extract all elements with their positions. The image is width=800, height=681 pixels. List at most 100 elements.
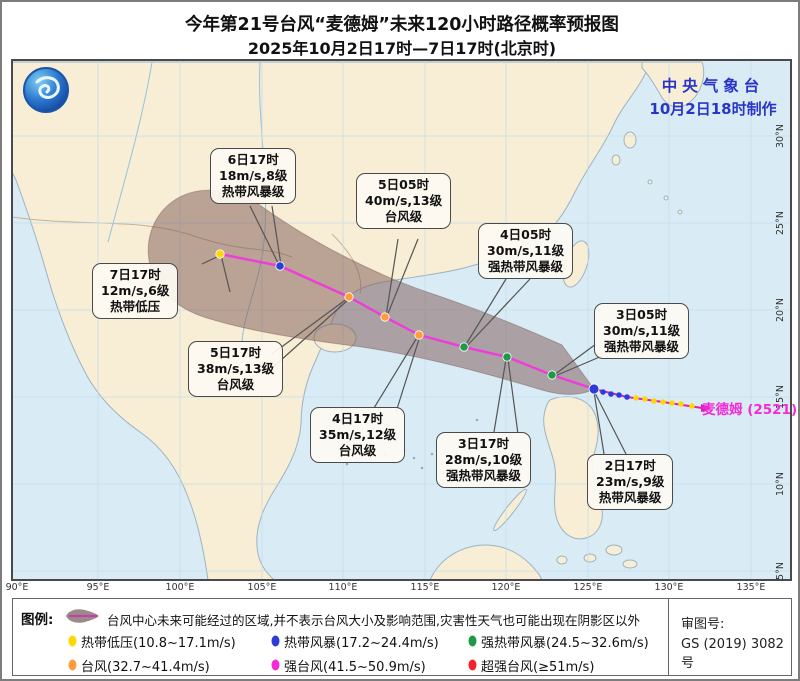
lon-axis-label: 135°E [736, 582, 766, 593]
lat-axis-labels: 30°N 25°N 20°N 15°N 10°N 5°N [775, 124, 786, 580]
callout-time: 5日05时 [377, 177, 430, 192]
forecast-point [215, 249, 225, 259]
legend-item-sty: 强台风(41.5~50.9m/s) [284, 660, 426, 675]
lon-axis-label: 125°E [573, 582, 603, 593]
callout-category: 台风级 [338, 443, 377, 458]
callout-wind: 23m/s,9级 [596, 474, 665, 489]
lat-axis-label: 30°N [775, 124, 786, 148]
lat-axis-label: 15°N [775, 385, 786, 409]
legend-cone-note: 台风中心未来可能经过的区域,并不表示台风大小及影响范围,灾害性天气也可能出现在阴… [107, 613, 640, 628]
current-position-point [588, 383, 600, 395]
cma-logo [22, 66, 70, 114]
callout-time: 3日05时 [615, 307, 668, 322]
past-point [689, 403, 695, 409]
forecast-point [547, 370, 557, 380]
legend-marker-sty [270, 656, 281, 675]
legend-item-td: 热带低压(10.8~17.1m/s) [81, 636, 236, 651]
logo-circle [23, 67, 69, 113]
callout-wind: 38m/s,13级 [197, 361, 275, 376]
lat-axis-label: 20°N [775, 298, 786, 322]
forecast-callout: 4日05时 30m/s,11级 强热带风暴级 [478, 223, 574, 279]
callout-time: 7日17时 [109, 267, 161, 282]
probability-cone [147, 189, 595, 395]
forecast-point [502, 352, 512, 362]
callout-category: 强热带风暴级 [488, 259, 564, 274]
lat-axis-label: 25°N [775, 211, 786, 235]
callout-wind: 40m/s,13级 [365, 193, 443, 208]
ryukyu-islet [663, 195, 669, 201]
approval-label: 审图号: [681, 617, 725, 632]
callout-wind: 35m/s,12级 [319, 427, 397, 442]
past-point [678, 401, 684, 407]
callout-leaders [201, 205, 627, 455]
logo-swirl [35, 76, 60, 99]
ryukyu-islet [647, 179, 653, 185]
callout-category: 热带风暴级 [221, 184, 285, 199]
storm-name-label: 麦德姆 (2521) [702, 402, 798, 418]
kyushu-island [641, 61, 705, 108]
forecast-callout: 5日17时 38m/s,13级 台风级 [188, 341, 284, 397]
lon-axis-label: 130°E [654, 582, 684, 593]
past-point [616, 392, 622, 398]
lon-axis-label: 110°E [328, 582, 358, 593]
lat-axis-label: 5°N [775, 562, 786, 580]
forecast-callout: 6日17时 18m/s,8级 热带风暴级 [210, 148, 297, 204]
agency-watermark: 中央气象台 10月2日18时制作 [640, 74, 786, 119]
past-point [633, 395, 639, 401]
legend-marker-ty [67, 656, 78, 675]
callout-category: 热带低压 [110, 299, 161, 314]
callout-time: 4日05时 [499, 227, 552, 242]
callout-wind: 18m/s,8级 [219, 168, 288, 183]
legend-marker-sts [467, 632, 478, 651]
lon-axis-label: 95°E [86, 582, 110, 593]
past-point [660, 399, 666, 405]
forecast-points [215, 249, 600, 395]
legend-marker-ts [270, 632, 281, 651]
forecast-point [380, 312, 390, 322]
issue-time: 10月2日18时制作 [649, 100, 777, 118]
legend-marker-superty [467, 656, 478, 675]
callout-wind: 28m/s,10级 [445, 452, 523, 467]
past-point [624, 394, 630, 400]
visayas-island [583, 553, 597, 563]
callout-category: 强热带风暴级 [446, 468, 522, 483]
callout-time: 5日17时 [209, 345, 262, 360]
map-approval-box: 审图号: GS (2019) 3082号 [668, 598, 792, 676]
callout-category: 台风级 [216, 377, 255, 392]
callout-time: 2日17时 [604, 458, 656, 473]
legend-item-sts: 强热带风暴(24.5~32.6m/s) [481, 636, 649, 651]
forecast-point [275, 261, 285, 271]
forecast-callout: 3日05时 30m/s,11级 强热带风暴级 [594, 303, 690, 359]
callout-category: 台风级 [384, 209, 423, 224]
past-point [669, 400, 675, 406]
callout-time: 4日17时 [331, 411, 384, 426]
legend-item-ts: 热带风暴(17.2~24.4m/s) [284, 636, 439, 651]
forecast-point [414, 330, 424, 340]
legend-item-superty: 超强台风(≥51m/s) [481, 660, 595, 675]
past-point [608, 391, 614, 397]
forecast-callout: 7日17时 12m/s,6级 热带低压 [92, 263, 179, 319]
forecast-callout: 5日05时 40m/s,13级 台风级 [356, 173, 452, 229]
visayas-island [605, 544, 623, 556]
lon-axis-label: 115°E [410, 582, 440, 593]
track-arrowhead [701, 404, 712, 412]
callout-time: 3日17时 [457, 436, 510, 451]
forecast-point [459, 342, 469, 352]
forecast-callout: 2日17时 23m/s,9级 热带风暴级 [587, 454, 674, 510]
legend-item-ty: 台风(32.7~41.4m/s) [81, 660, 210, 675]
callout-category: 强热带风暴级 [604, 339, 680, 354]
lon-axis-label: 120°E [491, 582, 521, 593]
visayas-island [556, 555, 568, 565]
lat-axis-label: 10°N [775, 472, 786, 496]
forecast-point [344, 292, 354, 302]
callout-category: 热带风暴级 [598, 490, 662, 505]
past-point [600, 389, 606, 395]
visayas-island [622, 559, 638, 569]
lon-axis-label: 100°E [165, 582, 195, 593]
ryukyu-island [611, 154, 621, 166]
callout-wind: 30m/s,11级 [603, 323, 681, 338]
forecast-callout: 3日17时 28m/s,10级 强热带风暴级 [436, 432, 532, 488]
map-frame [11, 59, 792, 581]
callout-wind: 30m/s,11级 [487, 243, 565, 258]
